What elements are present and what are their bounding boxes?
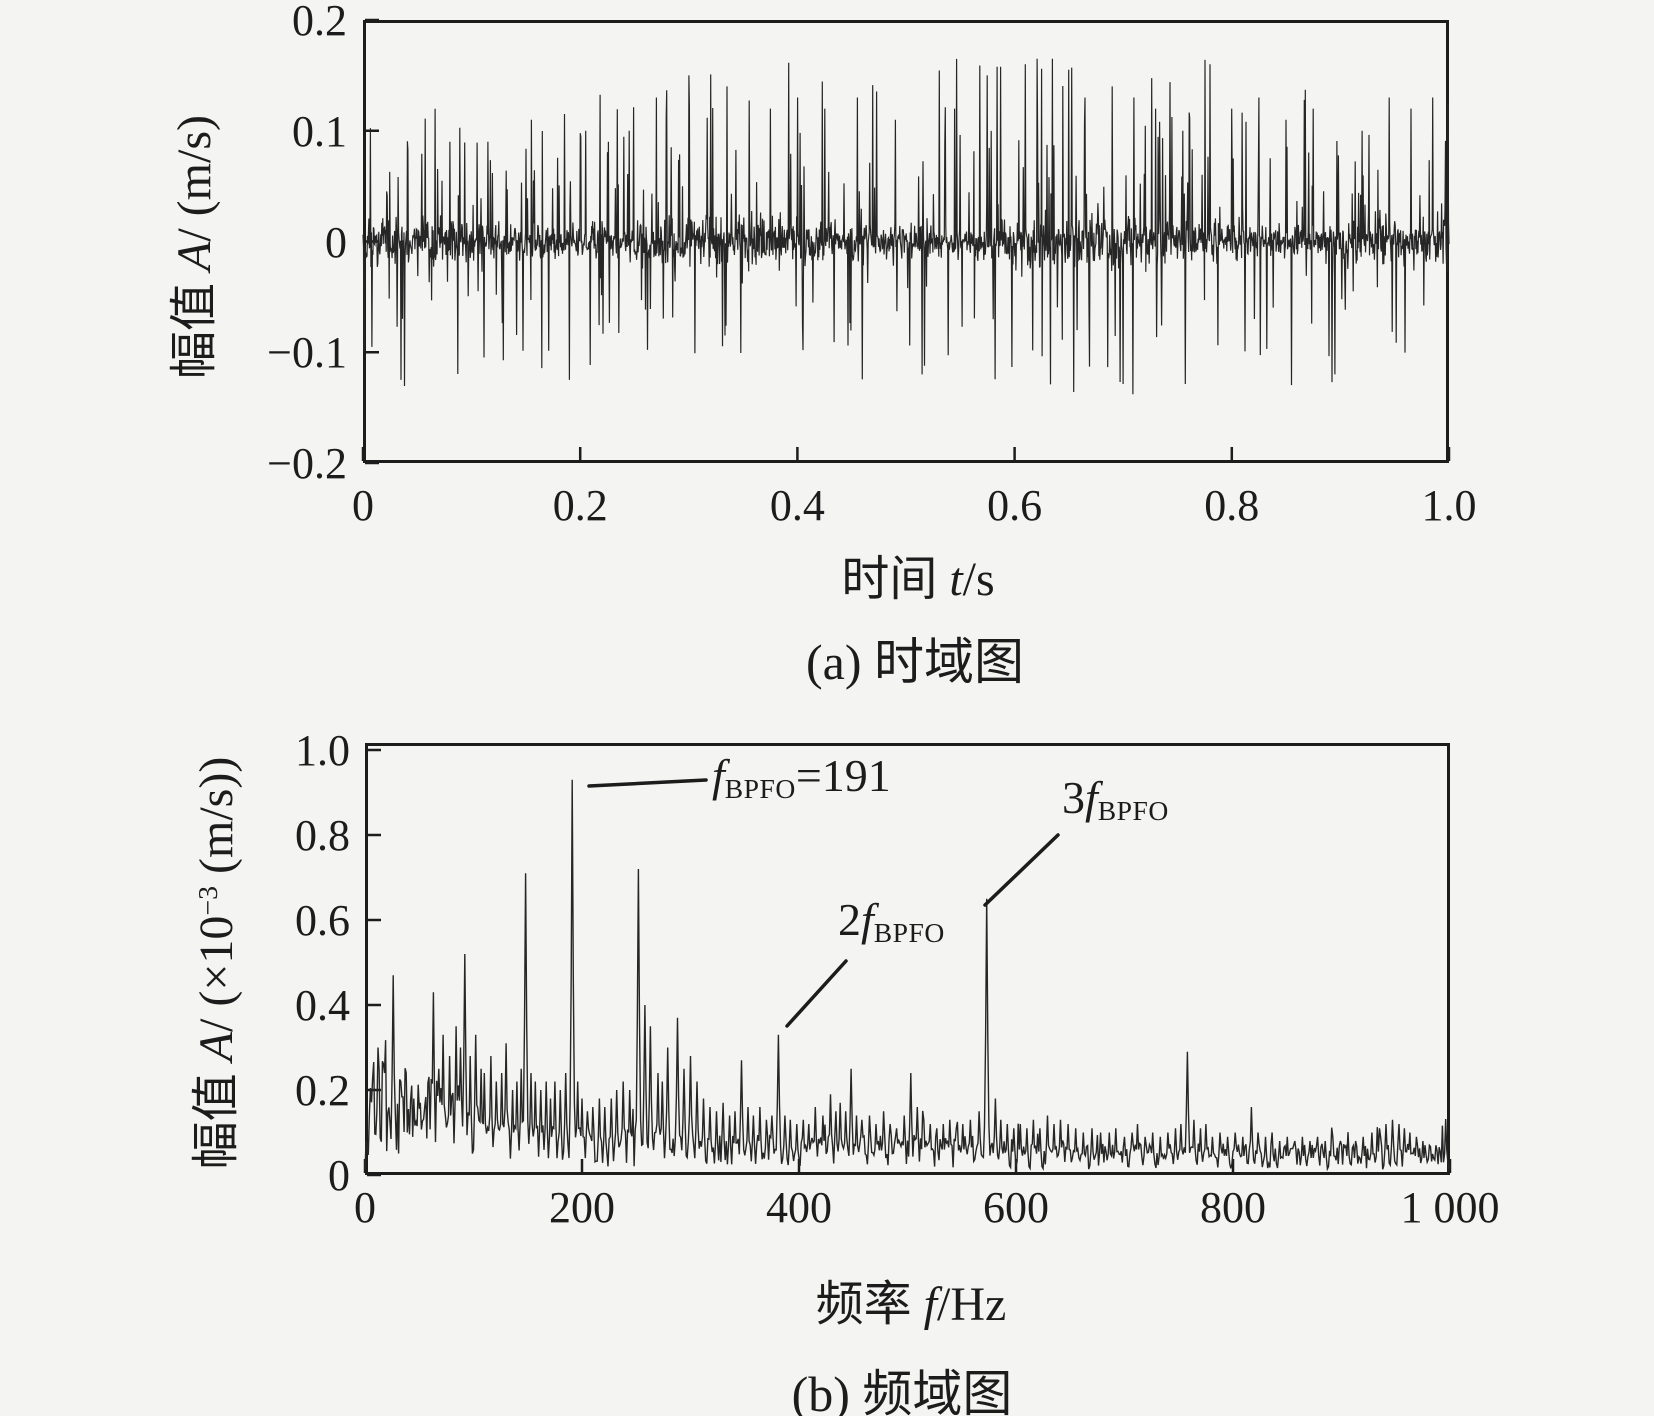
caption-a: (a) 时域图 bbox=[806, 634, 1024, 690]
plot-frame bbox=[365, 743, 1450, 1175]
y-tick-label: 0 bbox=[328, 1151, 350, 1200]
leader-line-2fbpfo bbox=[785, 959, 848, 1028]
y-tick-label: 1.0 bbox=[295, 726, 350, 775]
freq-xlabel-text: 频率 bbox=[815, 1278, 924, 1331]
leader-line-3fbpfo bbox=[983, 833, 1060, 907]
annotation-text: BPFO bbox=[1097, 794, 1169, 826]
time-xlabel: 时间 t/s bbox=[841, 554, 994, 606]
y-tick-label: 0.1 bbox=[292, 106, 347, 156]
time-xlabel-symbol: t bbox=[949, 553, 963, 606]
annotation-2fbpfo: 2fBPFO bbox=[838, 894, 945, 959]
y-tick-label: −0.2 bbox=[267, 439, 347, 488]
time-xlabel-text: 时间 bbox=[841, 553, 950, 606]
x-tick-label: 600 bbox=[983, 1183, 1049, 1232]
x-tick-label: 0.2 bbox=[552, 481, 608, 530]
annotation-text: 3 bbox=[1062, 772, 1085, 823]
y-tick-label: 0.6 bbox=[295, 896, 350, 945]
time-plot-svg bbox=[361, 18, 1451, 465]
y-tick-label: 0.8 bbox=[295, 811, 350, 860]
freq-xlabel-symbol: f bbox=[923, 1278, 938, 1331]
leader-line-fbpfo bbox=[587, 778, 708, 788]
freq-plot-svg bbox=[363, 743, 1452, 1177]
y-tick-label: 0 bbox=[325, 217, 347, 267]
x-tick-label: 1 000 bbox=[1400, 1183, 1500, 1232]
y-tick-label: 0.2 bbox=[295, 1066, 350, 1115]
x-tick-label: 0.8 bbox=[1204, 481, 1260, 530]
x-tick-label: 1.0 bbox=[1421, 481, 1477, 530]
annotation-3fbpfo: 3fBPFO bbox=[1062, 772, 1169, 837]
y-tick-label: −0.1 bbox=[267, 328, 347, 378]
x-tick-label: 0 bbox=[354, 1183, 376, 1232]
annotation-text: f bbox=[712, 750, 725, 801]
y-tick-label: 0.4 bbox=[295, 981, 350, 1030]
annotation-text: BPFO bbox=[724, 772, 796, 804]
freq-xlabel: 频率 f/Hz bbox=[816, 1279, 1007, 1331]
x-tick-label: 0.4 bbox=[769, 481, 825, 530]
annotation-fbpfo: fBPFO=191 bbox=[712, 750, 891, 815]
y-tick-label: 0.2 bbox=[292, 0, 347, 45]
freq-xlabel-unit: /Hz bbox=[937, 1278, 1007, 1331]
annotation-text: 2 bbox=[838, 894, 861, 945]
x-tick-label: 0 bbox=[352, 481, 374, 530]
annotation-text: BPFO bbox=[873, 916, 945, 948]
spectrum-trace bbox=[364, 779, 1451, 1172]
x-tick-label: 800 bbox=[1200, 1183, 1266, 1232]
x-tick-label: 400 bbox=[766, 1183, 832, 1232]
time-xlabel-unit: /s bbox=[962, 553, 995, 606]
x-tick-label: 0.6 bbox=[987, 481, 1043, 530]
time-series-trace bbox=[362, 58, 1450, 395]
annotation-text: f bbox=[861, 894, 874, 945]
freq-ylabel-symbol: A bbox=[190, 1031, 244, 1062]
annotation-text: =191 bbox=[795, 750, 891, 801]
caption-b: (b) 频域图 bbox=[791, 1366, 1013, 1416]
annotation-text: f bbox=[1085, 772, 1098, 823]
x-tick-label: 200 bbox=[549, 1183, 615, 1232]
